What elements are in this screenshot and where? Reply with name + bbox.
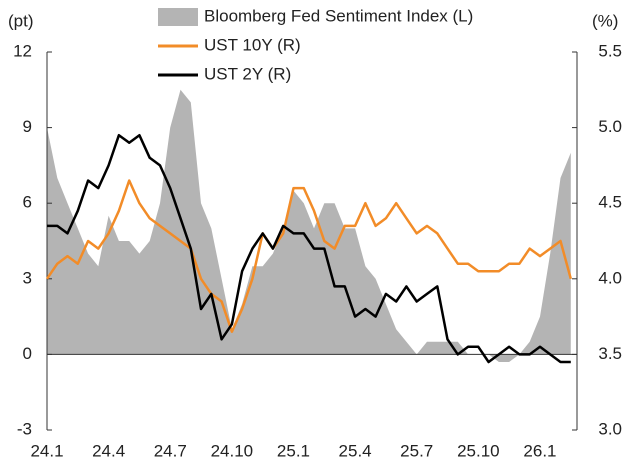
x-tick-label: 24.1 (30, 441, 63, 460)
x-tick-label: 25.4 (339, 441, 372, 460)
y2-tick-label: 3.5 (598, 344, 622, 363)
x-tick-label: 24.4 (92, 441, 125, 460)
y2-tick-label: 5.0 (598, 117, 622, 136)
y-axis-unit: (pt) (8, 11, 34, 30)
x-tick-label: 26.1 (523, 441, 556, 460)
y2-axis-unit: (%) (592, 11, 618, 30)
x-tick-label: 24.10 (211, 441, 254, 460)
x-tick-label: 25.7 (400, 441, 433, 460)
legend-label: Bloomberg Fed Sentiment Index (L) (204, 6, 473, 25)
legend-label: UST 10Y (R) (204, 35, 301, 54)
y-tick-label: 6 (23, 193, 32, 212)
y-tick-label: 0 (23, 344, 32, 363)
y-tick-label: 12 (13, 41, 32, 60)
y2-tick-label: 4.0 (598, 268, 622, 287)
x-tick-label: 25.1 (277, 441, 310, 460)
y-tick-label: -3 (17, 419, 32, 438)
legend-swatch (158, 8, 198, 26)
line (45, 179, 573, 333)
y2-tick-label: 3.0 (598, 419, 622, 438)
line (47, 133, 571, 364)
area (47, 89, 571, 363)
y2-tick-label: 5.5 (598, 41, 622, 60)
x-tick-label: 25.10 (457, 441, 500, 460)
y2-tick-label: 4.5 (598, 193, 622, 212)
y-tick-label: 3 (23, 268, 32, 287)
y-tick-label: 9 (23, 117, 32, 136)
legend-label: UST 2Y (R) (204, 64, 291, 83)
x-tick-label: 24.7 (154, 441, 187, 460)
